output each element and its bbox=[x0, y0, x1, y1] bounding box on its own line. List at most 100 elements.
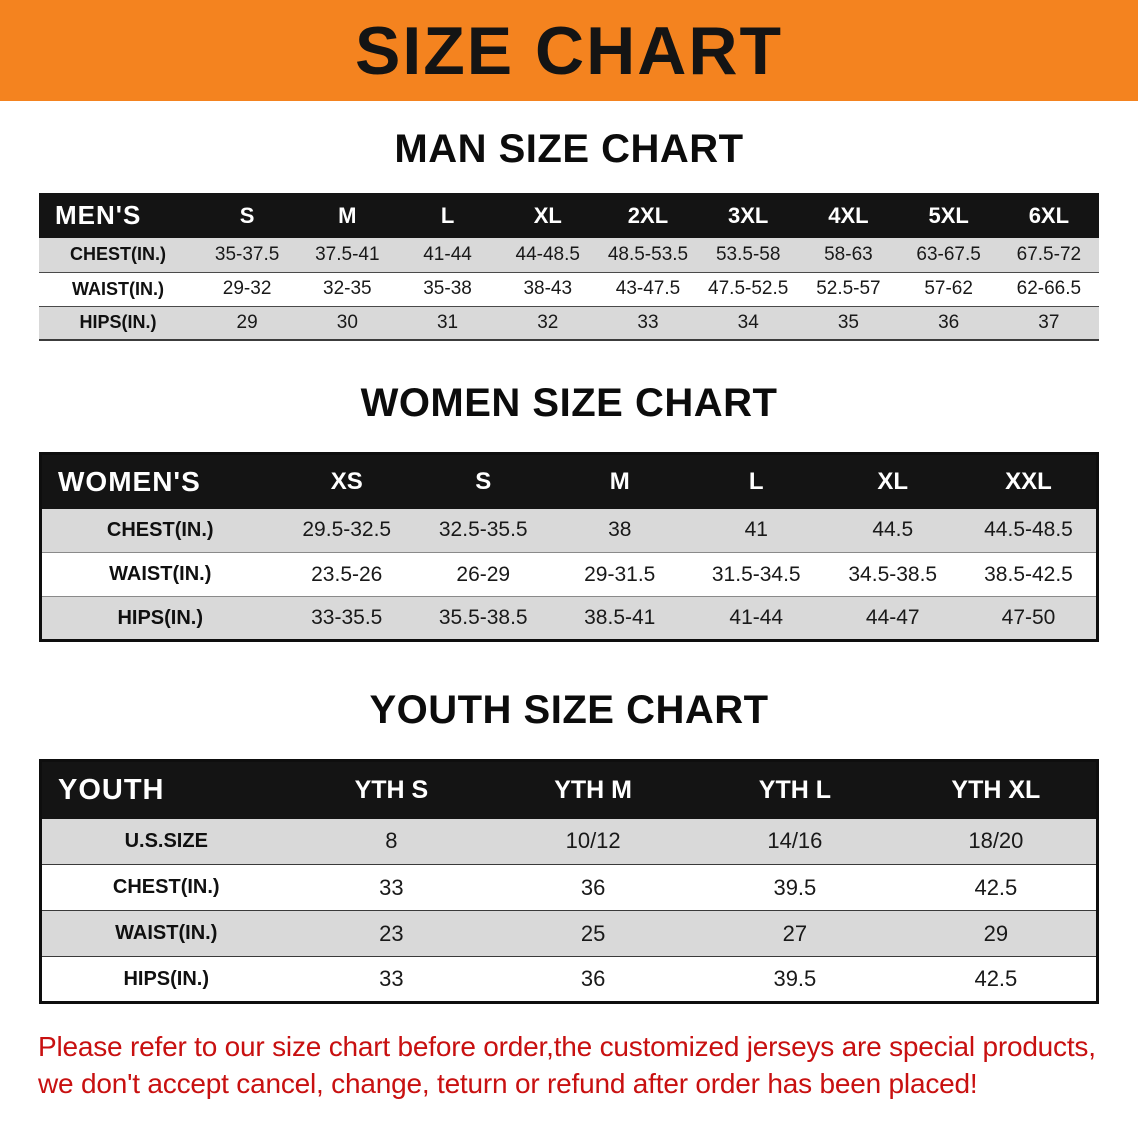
measurement-row: WAIST(IN.) 29-32 32-35 35-38 38-43 43-47.5 47.… bbox=[39, 272, 1099, 306]
size-column-header: L bbox=[688, 453, 825, 509]
measurement-label: WAIST(IN.) bbox=[40, 910, 291, 957]
size-value: 58-63 bbox=[798, 238, 899, 272]
size-value: 38 bbox=[551, 508, 688, 553]
size-value: 31 bbox=[397, 306, 498, 340]
size-column-header: M bbox=[297, 193, 398, 238]
table-corner-label: MEN'S bbox=[39, 193, 197, 238]
size-column-header: YTH S bbox=[290, 760, 493, 819]
size-value: 37 bbox=[998, 306, 1099, 340]
size-value: 57-62 bbox=[924, 278, 973, 299]
size-value: 34.5-38.5 bbox=[848, 562, 938, 586]
size-value: 29 bbox=[895, 910, 1098, 957]
measurement-label: CHEST(IN.) bbox=[40, 508, 279, 553]
size-value: 41-44 bbox=[688, 596, 825, 641]
women-section: WOMEN SIZE CHART WOMEN'S XS S M L XL XXL CHEST(… bbox=[0, 381, 1138, 642]
size-value: 23 bbox=[290, 910, 493, 957]
size-column-header: S bbox=[197, 193, 298, 238]
size-value: 30 bbox=[297, 306, 398, 340]
men-size-table: MEN'S S M L XL 2XL 3XL 4XL 5XL 6XL CHEST(IN.) 35-37… bbox=[39, 193, 1099, 341]
youth-size-table: YOUTH YTH S YTH M YTH L YTH XL U.S.SIZE 8 10/12… bbox=[39, 759, 1099, 1004]
size-column-header: M bbox=[551, 453, 688, 509]
measurement-label: HIPS(IN.) bbox=[123, 967, 210, 990]
size-value: 41 bbox=[688, 508, 825, 553]
youth-section-heading: YOUTH SIZE CHART bbox=[369, 688, 769, 732]
size-value: 35 bbox=[798, 306, 899, 340]
size-value: 38.5-42.5 bbox=[984, 562, 1073, 586]
size-value: 63-67.5 bbox=[898, 238, 999, 272]
size-header-row: MEN'S S M L XL 2XL 3XL 4XL 5XL 6XL bbox=[39, 193, 1099, 238]
size-value: 35-37.5 bbox=[197, 238, 298, 272]
size-value: 29 bbox=[197, 306, 298, 340]
table-corner-label: WOMEN'S bbox=[40, 453, 279, 509]
size-value: 36 bbox=[580, 874, 606, 900]
disclaimer-text: Please refer to our size chart before or… bbox=[0, 1028, 1138, 1102]
size-value: 42.5 bbox=[974, 966, 1018, 991]
size-column-header: YTH M bbox=[492, 760, 694, 819]
size-value: 39.5 bbox=[773, 966, 817, 991]
disclaimer-line-1: Please refer to our size chart before or… bbox=[38, 1031, 1096, 1062]
size-column-header: S bbox=[415, 453, 552, 509]
size-value: 23.5-26 bbox=[311, 562, 383, 586]
size-value: 36 bbox=[898, 306, 999, 340]
measurement-row: WAIST(IN.) 23.5-26 26-29 29-31.5 31.5-34.5 34… bbox=[40, 553, 1098, 597]
size-value: 62-66.5 bbox=[1016, 278, 1082, 299]
measurement-row: WAIST(IN.) 23 25 27 29 bbox=[40, 910, 1098, 957]
size-value: 37.5-41 bbox=[297, 238, 398, 272]
size-value: 35.5-38.5 bbox=[415, 596, 552, 641]
measurement-row: CHEST(IN.) 33 36 39.5 42.5 bbox=[40, 865, 1098, 911]
size-value: 42.5 bbox=[974, 874, 1018, 900]
size-value: 44.5-48.5 bbox=[961, 508, 1098, 553]
size-value: 47-50 bbox=[961, 596, 1098, 641]
size-header-row: WOMEN'S XS S M L XL XXL bbox=[40, 453, 1098, 509]
size-value: 53.5-58 bbox=[698, 238, 799, 272]
size-value: 25 bbox=[492, 910, 694, 957]
size-value: 18/20 bbox=[895, 818, 1098, 865]
measurement-label: WAIST(IN.) bbox=[72, 278, 164, 299]
youth-section: YOUTH SIZE CHART YOUTH YTH S YTH M YTH L YTH… bbox=[0, 688, 1138, 1004]
size-header-row: YOUTH YTH S YTH M YTH L YTH XL bbox=[40, 760, 1098, 819]
size-value: 10/12 bbox=[492, 818, 694, 865]
size-value: 26-29 bbox=[456, 562, 511, 586]
size-value: 31.5-34.5 bbox=[711, 562, 801, 586]
size-value: 32-35 bbox=[323, 278, 372, 299]
men-section: MAN SIZE CHART MEN'S S M L XL 2XL 3XL 4XL 5XL 6XL… bbox=[0, 127, 1138, 341]
measurement-label: WAIST(IN.) bbox=[109, 563, 212, 585]
size-value: 43-47.5 bbox=[615, 278, 681, 299]
banner-title: SIZE CHART bbox=[355, 12, 783, 89]
size-value: 52.5-57 bbox=[816, 278, 881, 299]
size-column-header: L bbox=[397, 193, 498, 238]
measurement-label: CHEST(IN.) bbox=[39, 238, 197, 272]
measurement-row: U.S.SIZE 8 10/12 14/16 18/20 bbox=[40, 818, 1098, 865]
measurement-row: CHEST(IN.) 29.5-32.5 32.5-35.5 38 41 44.5 44.5… bbox=[40, 508, 1098, 553]
size-value: 67.5-72 bbox=[998, 238, 1099, 272]
measurement-row: HIPS(IN.) 33 36 39.5 42.5 bbox=[41, 957, 1098, 1003]
size-value: 33-35.5 bbox=[278, 596, 415, 641]
women-section-heading: WOMEN SIZE CHART bbox=[360, 381, 778, 425]
size-value: 32.5-35.5 bbox=[415, 508, 552, 553]
size-value: 39.5 bbox=[773, 874, 817, 900]
size-column-header: 3XL bbox=[698, 193, 799, 238]
size-value: 14/16 bbox=[694, 818, 896, 865]
size-column-header: 5XL bbox=[898, 193, 999, 238]
women-size-table: WOMEN'S XS S M L XL XXL CHEST(IN.) 29.5-32.5 32.5… bbox=[39, 452, 1099, 642]
size-column-header: XXL bbox=[961, 453, 1098, 509]
measurement-label: HIPS(IN.) bbox=[40, 596, 279, 641]
size-column-header: YTH XL bbox=[895, 760, 1098, 819]
measurement-row: CHEST(IN.) 35-37.5 37.5-41 41-44 44-48.5 48.5… bbox=[39, 238, 1099, 272]
size-value: 47.5-52.5 bbox=[708, 278, 789, 299]
size-value: 29-32 bbox=[222, 278, 272, 299]
size-value: 36 bbox=[580, 966, 606, 991]
men-section-heading: MAN SIZE CHART bbox=[394, 127, 744, 171]
size-column-header: XL bbox=[497, 193, 598, 238]
size-value: 44-48.5 bbox=[497, 238, 598, 272]
size-column-header: 2XL bbox=[597, 193, 699, 238]
measurement-row: HIPS(IN.) 29 30 31 32 33 34 35 36 37 bbox=[39, 306, 1099, 340]
size-value: 32 bbox=[497, 306, 598, 340]
disclaimer-line-2: we don't accept cancel, change, teturn o… bbox=[38, 1068, 978, 1100]
size-value: 44.5 bbox=[824, 508, 961, 553]
size-value: 33 bbox=[379, 874, 404, 900]
size-value: 8 bbox=[290, 818, 493, 865]
size-column-header: 6XL bbox=[998, 193, 1099, 238]
measurement-label: HIPS(IN.) bbox=[39, 306, 197, 340]
size-value: 35-38 bbox=[423, 278, 472, 299]
